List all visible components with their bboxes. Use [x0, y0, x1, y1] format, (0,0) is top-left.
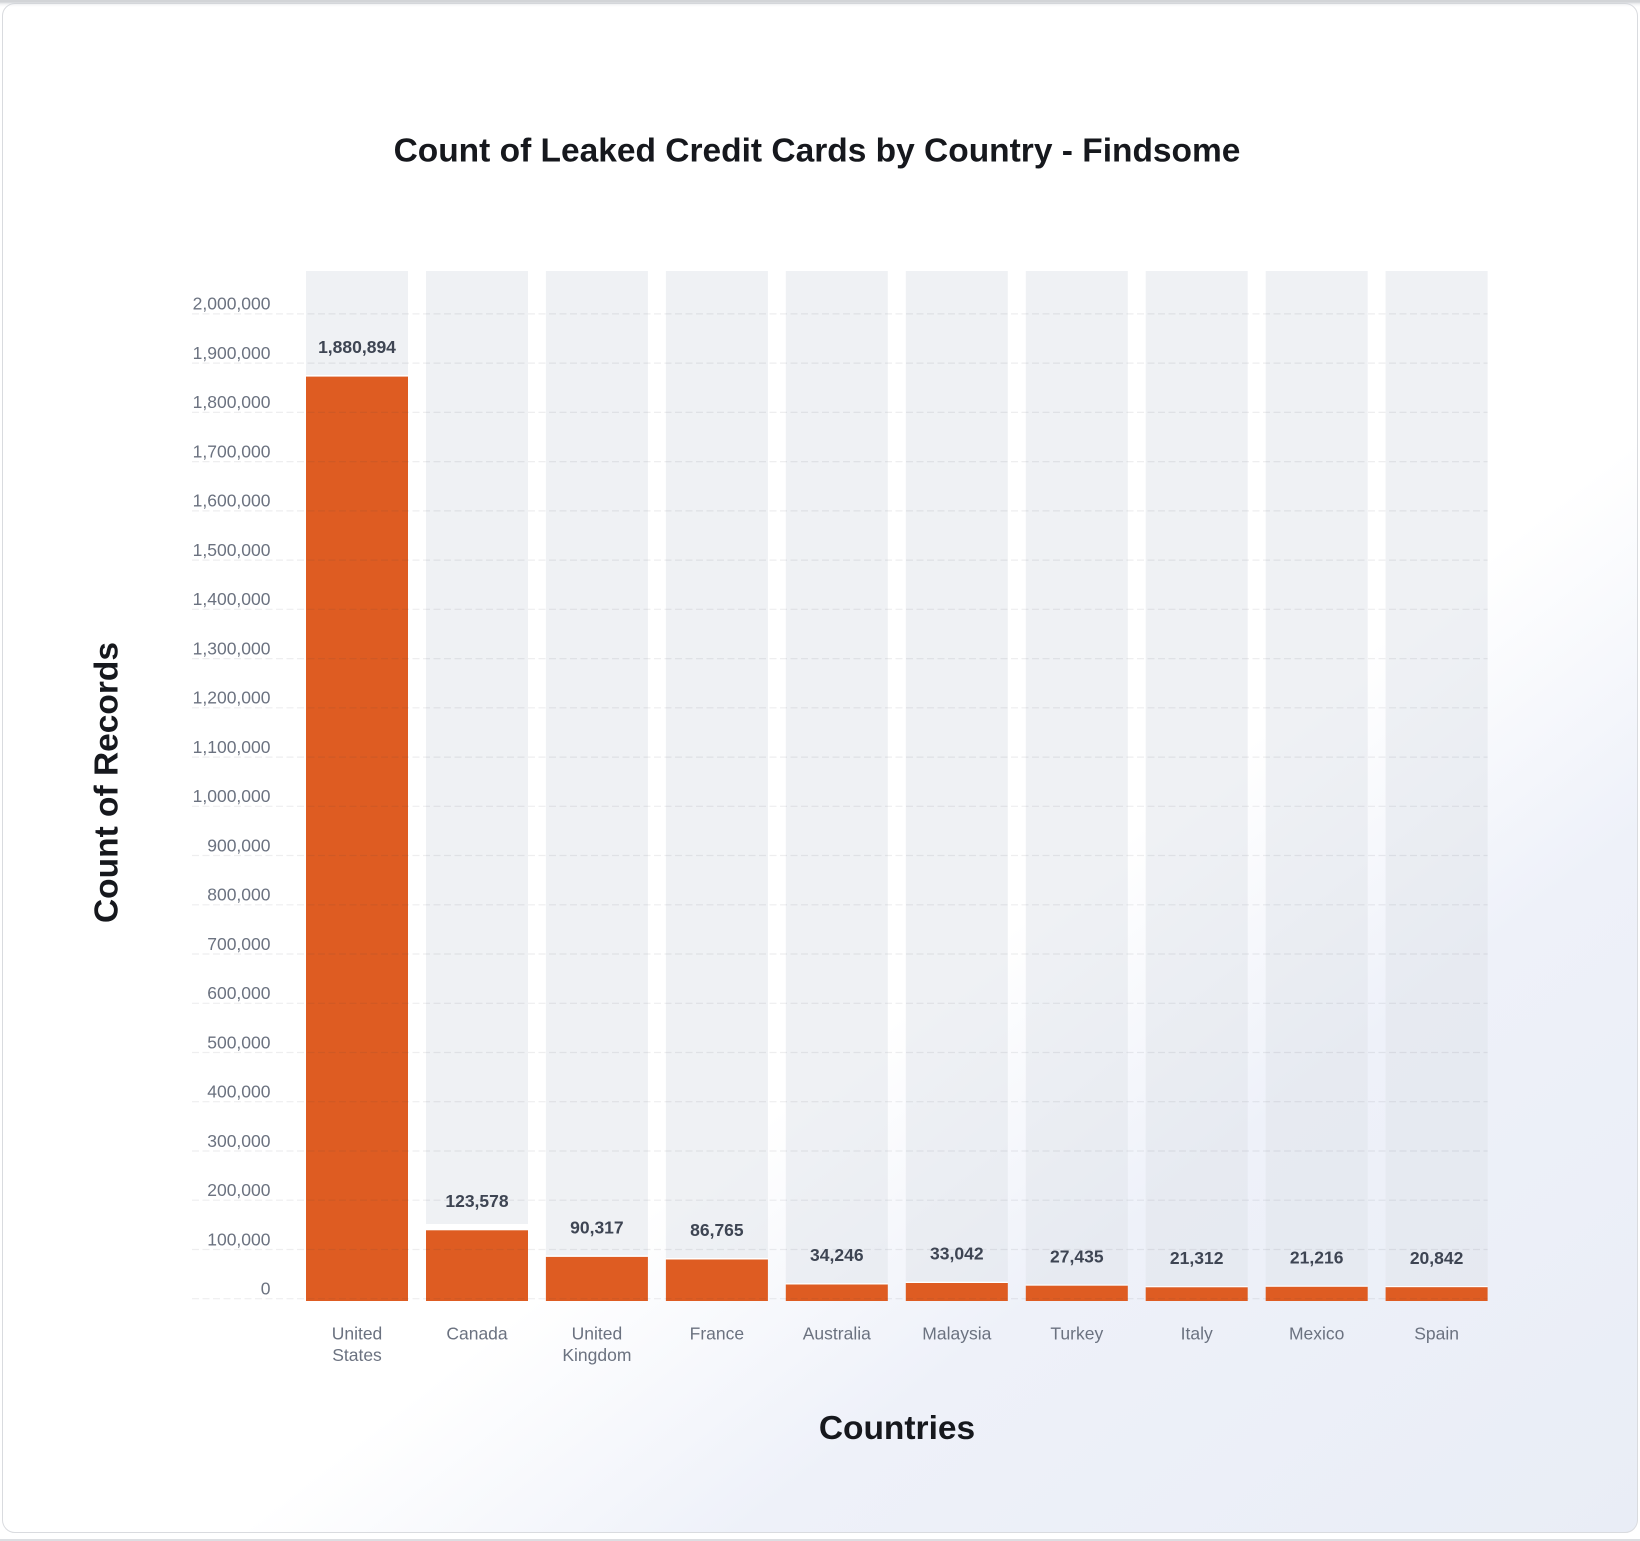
svg-text:Spain: Spain — [1414, 1324, 1459, 1344]
svg-text:123,578: 123,578 — [445, 1191, 509, 1211]
svg-text:20,842: 20,842 — [1410, 1248, 1464, 1268]
svg-text:1,300,000: 1,300,000 — [193, 638, 271, 658]
svg-text:300,000: 300,000 — [207, 1131, 271, 1151]
svg-text:500,000: 500,000 — [207, 1032, 271, 1052]
svg-text:1,900,000: 1,900,000 — [193, 343, 271, 363]
svg-text:27,435: 27,435 — [1050, 1246, 1104, 1266]
svg-text:900,000: 900,000 — [207, 835, 271, 855]
svg-text:Kingdom: Kingdom — [562, 1345, 631, 1365]
svg-text:1,800,000: 1,800,000 — [193, 392, 271, 412]
svg-text:United: United — [332, 1324, 383, 1344]
svg-text:21,312: 21,312 — [1170, 1248, 1224, 1268]
svg-text:Australia: Australia — [803, 1324, 871, 1344]
svg-text:0: 0 — [261, 1279, 271, 1299]
svg-text:21,216: 21,216 — [1290, 1247, 1344, 1267]
svg-text:200,000: 200,000 — [207, 1180, 271, 1200]
svg-text:34,246: 34,246 — [810, 1245, 864, 1265]
svg-text:Italy: Italy — [1181, 1324, 1213, 1344]
svg-text:1,200,000: 1,200,000 — [193, 688, 271, 708]
svg-text:1,400,000: 1,400,000 — [193, 589, 271, 609]
svg-text:United: United — [572, 1324, 623, 1344]
svg-text:1,000,000: 1,000,000 — [193, 786, 271, 806]
svg-text:States: States — [332, 1345, 382, 1365]
svg-text:1,500,000: 1,500,000 — [193, 540, 271, 560]
svg-text:86,765: 86,765 — [690, 1220, 744, 1240]
svg-text:100,000: 100,000 — [207, 1229, 271, 1249]
svg-text:1,880,894: 1,880,894 — [318, 337, 396, 357]
svg-text:33,042: 33,042 — [930, 1244, 984, 1264]
svg-text:Malaysia: Malaysia — [922, 1324, 991, 1344]
svg-text:1,700,000: 1,700,000 — [193, 441, 271, 461]
svg-text:Countries: Countries — [819, 1410, 975, 1447]
svg-text:400,000: 400,000 — [207, 1082, 271, 1102]
svg-text:France: France — [690, 1324, 744, 1344]
svg-text:1,100,000: 1,100,000 — [193, 737, 271, 757]
svg-text:Canada: Canada — [446, 1324, 508, 1344]
svg-text:Count of Records: Count of Records — [88, 642, 125, 923]
svg-text:Mexico: Mexico — [1289, 1324, 1344, 1344]
svg-text:Turkey: Turkey — [1050, 1324, 1103, 1344]
svg-text:800,000: 800,000 — [207, 885, 271, 905]
svg-text:90,317: 90,317 — [570, 1218, 624, 1238]
svg-text:2,000,000: 2,000,000 — [193, 294, 271, 314]
svg-text:Count of Leaked Credit Cards b: Count of Leaked Credit Cards by Country … — [394, 133, 1241, 170]
svg-text:700,000: 700,000 — [207, 934, 271, 954]
svg-text:1,600,000: 1,600,000 — [193, 491, 271, 511]
svg-text:600,000: 600,000 — [207, 983, 271, 1003]
